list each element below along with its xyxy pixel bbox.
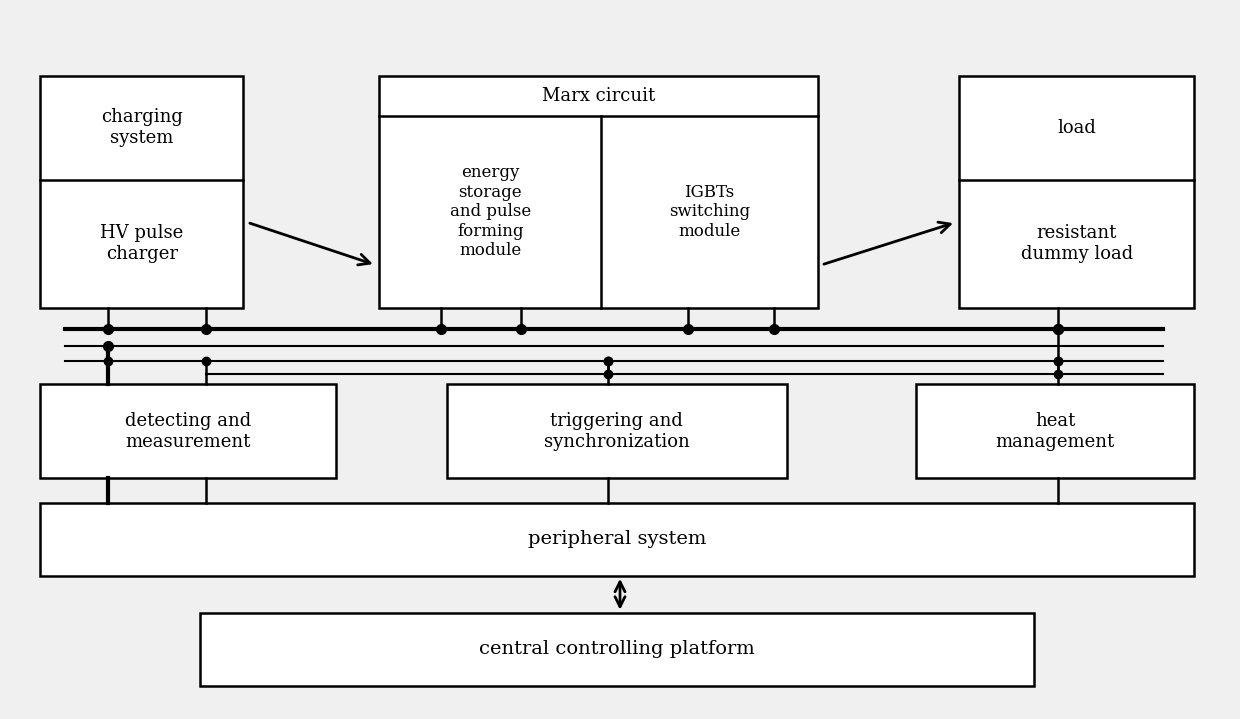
Text: central controlling platform: central controlling platform bbox=[479, 640, 755, 658]
Text: load: load bbox=[1058, 119, 1096, 137]
Text: heat
management: heat management bbox=[996, 412, 1115, 451]
Text: triggering and
synchronization: triggering and synchronization bbox=[544, 412, 689, 451]
Text: charging
system: charging system bbox=[100, 109, 182, 147]
Bar bbox=[201, 613, 1033, 686]
Text: Marx circuit: Marx circuit bbox=[542, 87, 655, 105]
Bar bbox=[448, 384, 786, 478]
Bar bbox=[40, 503, 1194, 576]
Text: IGBTs
switching
module: IGBTs switching module bbox=[668, 183, 750, 239]
Bar bbox=[379, 76, 817, 308]
Bar bbox=[916, 384, 1194, 478]
Text: HV pulse
charger: HV pulse charger bbox=[100, 224, 184, 263]
Text: detecting and
measurement: detecting and measurement bbox=[125, 412, 250, 451]
Text: energy
storage
and pulse
forming
module: energy storage and pulse forming module bbox=[450, 164, 531, 260]
Text: peripheral system: peripheral system bbox=[528, 531, 706, 549]
Bar bbox=[40, 384, 336, 478]
Bar bbox=[960, 76, 1194, 308]
Text: resistant
dummy load: resistant dummy load bbox=[1021, 224, 1133, 263]
Bar bbox=[40, 76, 243, 308]
